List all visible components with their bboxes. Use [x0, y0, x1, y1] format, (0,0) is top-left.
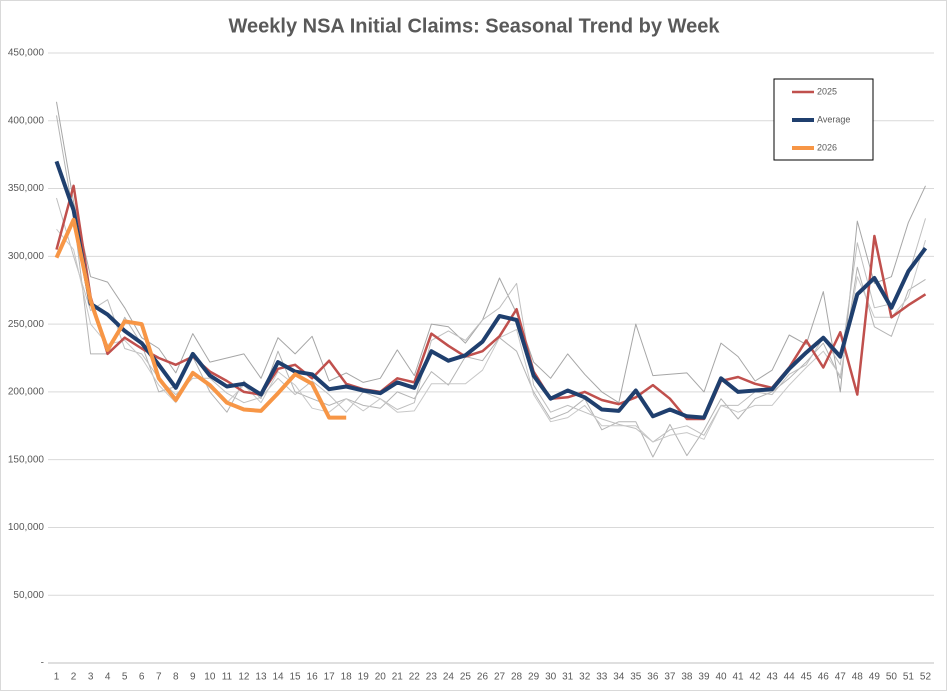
x-tick-label: 42 [750, 672, 762, 683]
legend-box [773, 78, 874, 161]
x-tick-label: 2 [71, 672, 77, 683]
x-tick-label: 11 [222, 672, 233, 683]
x-tick-label: 8 [173, 672, 179, 683]
x-tick-label: 48 [852, 672, 864, 683]
y-tick-label: 300,000 [8, 251, 45, 262]
x-tick-label: 39 [698, 672, 710, 683]
x-tick-label: 3 [88, 672, 94, 683]
x-tick-label: 32 [579, 672, 591, 683]
x-tick-label: 27 [494, 672, 506, 683]
x-tick-label: 44 [784, 672, 796, 683]
x-tick-label: 26 [477, 672, 489, 683]
x-tick-label: 30 [545, 672, 557, 683]
x-tick-label: 21 [392, 672, 404, 683]
x-tick-label: 52 [920, 672, 932, 683]
x-tick-label: 35 [630, 672, 642, 683]
x-tick-label: 5 [122, 672, 128, 683]
y-tick-label: 250,000 [8, 319, 45, 330]
x-tick-label: 47 [835, 672, 847, 683]
x-tick-label: 16 [307, 672, 319, 683]
x-tick-label: 36 [647, 672, 659, 683]
series-line [56, 101, 926, 404]
x-tick-label: 34 [613, 672, 625, 683]
y-tick-label: 200,000 [8, 387, 45, 398]
y-tick-label: 350,000 [8, 183, 45, 194]
x-tick-label: 28 [511, 672, 523, 683]
x-tick-label: 31 [562, 672, 574, 683]
x-tick-label: 7 [156, 672, 162, 683]
chart-title: Weekly NSA Initial Claims: Seasonal Tren… [229, 15, 721, 37]
x-tick-label: 45 [801, 672, 813, 683]
legend-label: 2026 [817, 142, 837, 152]
x-tick-label: 24 [443, 672, 455, 683]
series-line [54, 160, 928, 420]
x-tick-label: 1 [54, 672, 60, 683]
x-tick-label: 13 [255, 672, 267, 683]
x-tick-label: 50 [886, 672, 898, 683]
x-tick-label: 46 [818, 672, 830, 683]
x-tick-label: 12 [238, 672, 250, 683]
x-tick-label: 25 [460, 672, 472, 683]
y-tick-label: 450,000 [8, 48, 45, 59]
x-tick-label: 6 [139, 672, 145, 683]
y-tick-label: 400,000 [8, 115, 45, 126]
y-tick-label: - [41, 658, 44, 669]
x-tick-label: 20 [375, 672, 387, 683]
x-tick-label: 43 [767, 672, 779, 683]
x-tick-label: 10 [204, 672, 216, 683]
x-tick-label: 40 [715, 672, 727, 683]
x-tick-label: 33 [596, 672, 608, 683]
x-tick-label: 9 [190, 672, 196, 683]
x-tick-label: 41 [732, 672, 744, 683]
legend-label: 2025 [817, 86, 837, 96]
x-tick-label: 19 [358, 672, 370, 683]
x-tick-label: 18 [341, 672, 353, 683]
x-tick-label: 29 [528, 672, 540, 683]
x-tick-label: 51 [903, 672, 915, 683]
x-tick-label: 17 [324, 672, 336, 683]
x-tick-label: 23 [426, 672, 438, 683]
legend-label: Average [817, 114, 850, 124]
series-line [54, 217, 347, 420]
y-tick-label: 100,000 [8, 522, 45, 533]
x-tick-label: 37 [664, 672, 676, 683]
x-tick-label: 4 [105, 672, 111, 683]
y-tick-label: 50,000 [13, 590, 44, 601]
x-tick-label: 38 [681, 672, 693, 683]
x-tick-label: 22 [409, 672, 421, 683]
x-tick-label: 49 [869, 672, 881, 683]
y-tick-label: 150,000 [8, 454, 45, 465]
x-tick-label: 15 [289, 672, 301, 683]
x-tick-label: 14 [272, 672, 284, 683]
